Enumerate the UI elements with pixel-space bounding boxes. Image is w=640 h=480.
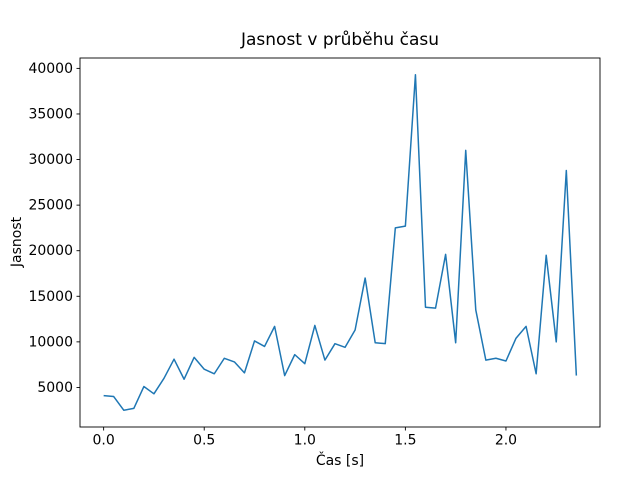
chart-title: Jasnost v průběhu času <box>240 30 439 50</box>
x-tick-label: 0.0 <box>93 433 115 449</box>
y-tick-label: 35000 <box>28 106 73 122</box>
y-tick-label: 30000 <box>28 152 73 168</box>
brightness-series-line <box>103 74 578 411</box>
x-tick-label: 0.5 <box>193 433 215 449</box>
plot-area <box>79 57 601 428</box>
x-tick-label: 2.0 <box>495 433 517 449</box>
x-tick-label: 1.5 <box>394 433 416 449</box>
y-tick-label: 20000 <box>28 243 73 259</box>
axis-tick-labels: 0.0 0.5 1.0 1.5 2.0 5000 10000 15000 20000 25000 3… <box>28 61 517 449</box>
y-tick-label: 10000 <box>28 334 73 350</box>
y-tick-label: 15000 <box>28 289 73 305</box>
y-tick-label: 25000 <box>28 198 73 214</box>
y-tick-label: 5000 <box>37 380 73 396</box>
x-tick-label: 1.0 <box>294 433 316 449</box>
y-tick-label: 40000 <box>28 61 73 77</box>
axis-ticks <box>76 67 507 431</box>
y-axis-label: Jasnost <box>9 216 25 268</box>
x-axis-label: Čas [s] <box>316 451 364 469</box>
